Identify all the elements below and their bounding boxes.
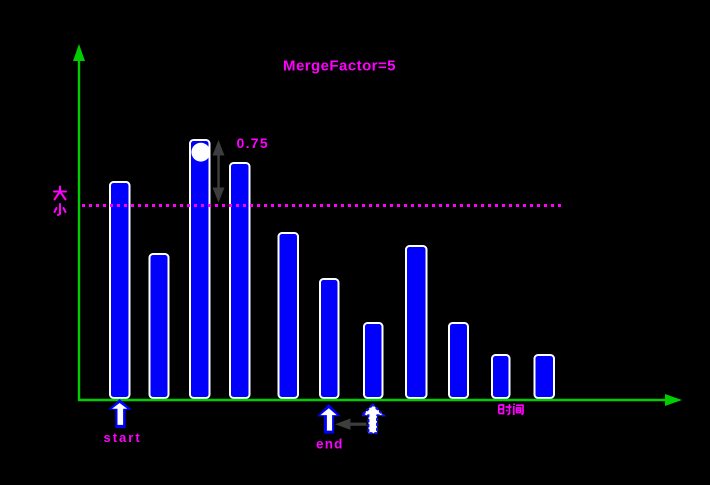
svg-text:start: start [104,430,142,445]
svg-text:end: end [316,437,344,452]
svg-text:0.75: 0.75 [237,135,269,151]
svg-text:MergeFactor=5: MergeFactor=5 [283,57,396,74]
